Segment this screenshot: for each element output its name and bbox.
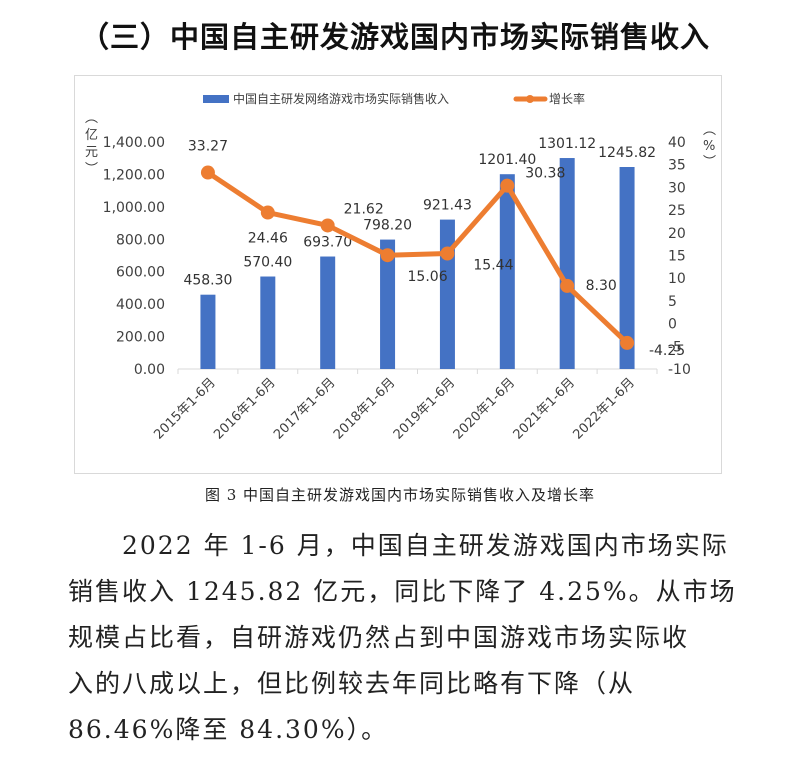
growth-rate-label: 15.44 bbox=[473, 258, 513, 274]
bar-value-label: 1301.12 bbox=[538, 136, 596, 152]
growth-rate-label: 33.27 bbox=[188, 139, 228, 155]
right-axis-tick: 0 bbox=[668, 317, 677, 333]
growth-rate-line bbox=[206, 170, 629, 345]
right-axis-tick: 15 bbox=[668, 249, 686, 265]
left-axis-tick: 1,000.00 bbox=[103, 200, 165, 216]
growth-rate-label: 30.38 bbox=[525, 166, 565, 182]
growth-rate-marker bbox=[560, 278, 575, 293]
left-axis-tick: 200.00 bbox=[116, 330, 165, 346]
left-axis-tick: 800.00 bbox=[116, 232, 165, 248]
growth-rate-marker bbox=[200, 165, 215, 180]
right-axis-tick: -10 bbox=[668, 362, 691, 378]
left-axis-tick: 400.00 bbox=[116, 297, 165, 313]
right-axis-title: % bbox=[703, 139, 715, 154]
growth-rate-label: 24.46 bbox=[248, 231, 288, 247]
legend-bar-label: 中国自主研发网络游戏市场实际销售收入 bbox=[233, 91, 449, 106]
left-axis-tick: 0.00 bbox=[134, 362, 165, 378]
right-axis-title: ︶ bbox=[703, 155, 716, 170]
bar bbox=[559, 158, 575, 369]
right-axis-tick: 25 bbox=[668, 203, 686, 219]
bar bbox=[439, 219, 455, 369]
legend-bar-swatch bbox=[203, 95, 229, 103]
bar bbox=[260, 276, 276, 369]
x-axis-category-label: 2019年1-6月 bbox=[391, 375, 458, 442]
left-axis-title: 亿 bbox=[85, 128, 98, 143]
left-axis-title: ︶ bbox=[85, 162, 98, 177]
bar bbox=[619, 166, 635, 369]
right-axis-tick: -5 bbox=[668, 339, 682, 355]
bar-value-label: 1245.82 bbox=[598, 145, 656, 161]
legend-line-label: 增长率 bbox=[549, 91, 585, 106]
x-axis-category-label: 2022年1-6月 bbox=[570, 375, 637, 442]
right-axis-tick: 40 bbox=[668, 135, 686, 151]
body-paragraph: 2022 年 1-6 月，中国自主研发游戏国内市场实际 销售收入 1245.82 … bbox=[68, 523, 738, 753]
growth-rate-label: 21.62 bbox=[344, 201, 384, 217]
legend-line-marker bbox=[526, 95, 534, 103]
x-axis-category-label: 2016年1-6月 bbox=[211, 375, 278, 442]
bar bbox=[320, 256, 336, 369]
bar bbox=[200, 294, 216, 369]
paragraph-line: 86.46%降至 84.30%）。 bbox=[68, 715, 389, 744]
x-axis-category-label: 2017年1-6月 bbox=[271, 375, 338, 442]
bar-value-label: 921.43 bbox=[423, 198, 472, 214]
growth-rate-marker bbox=[260, 205, 275, 220]
left-axis-title: 元 bbox=[85, 145, 98, 160]
bar bbox=[499, 174, 515, 369]
growth-rate-label: 8.30 bbox=[586, 278, 617, 294]
bar bbox=[380, 239, 396, 369]
growth-rate-marker bbox=[380, 248, 395, 263]
x-axis-category-label: 2018年1-6月 bbox=[331, 375, 398, 442]
right-axis-tick: 20 bbox=[668, 226, 686, 242]
right-axis-tick: 30 bbox=[668, 180, 686, 196]
growth-rate-marker bbox=[500, 178, 515, 193]
left-axis-title: ︵ bbox=[85, 111, 98, 126]
paragraph-line: 规模占比看，自研游戏仍然占到中国游戏市场实际收 bbox=[68, 623, 690, 652]
x-axis-category-label: 2021年1-6月 bbox=[511, 375, 578, 442]
figure-caption: 图 3 中国自主研发游戏国内市场实际销售收入及增长率 bbox=[204, 486, 596, 504]
bar-value-label: 693.70 bbox=[303, 235, 352, 251]
growth-rate-marker bbox=[320, 218, 335, 233]
bar-value-label: 1201.40 bbox=[478, 152, 536, 168]
bar-value-label: 798.20 bbox=[363, 218, 412, 234]
right-axis-tick: 10 bbox=[668, 271, 686, 287]
right-axis-tick: 5 bbox=[668, 294, 677, 310]
bar-value-label: 570.40 bbox=[243, 255, 292, 271]
paragraph-line: 销售收入 1245.82 亿元，同比下降了 4.25%。从市场 bbox=[68, 577, 737, 606]
chart: 中国自主研发网络游戏市场实际销售收入 增长率 ︵ 亿元 ︶ ︵% ︶ 1,400.00 1,20… bbox=[74, 75, 722, 474]
growth-rate-label: -4.25 bbox=[649, 343, 685, 359]
section-heading: （三）中国自主研发游戏国内市场实际销售收入 bbox=[80, 20, 711, 54]
growth-rate-marker bbox=[620, 335, 635, 350]
paragraph-line: 2022 年 1-6 月，中国自主研发游戏国内市场实际 bbox=[68, 531, 729, 560]
bar-value-label: 458.30 bbox=[183, 273, 232, 289]
x-axis-category-label: 2020年1-6月 bbox=[451, 375, 518, 442]
right-axis-title: ︵ bbox=[703, 123, 716, 138]
left-axis-tick: 1,400.00 bbox=[103, 135, 165, 151]
growth-rate-marker bbox=[440, 246, 455, 261]
x-axis-category-label: 2015年1-6月 bbox=[151, 375, 218, 442]
chart-canvas: 中国自主研发网络游戏市场实际销售收入 增长率︵亿元︶︵%︶1,400.001,20… bbox=[85, 91, 716, 443]
right-axis-tick: 35 bbox=[668, 158, 686, 174]
left-axis-tick: 1,200.00 bbox=[103, 167, 165, 183]
growth-rate-label: 15.06 bbox=[408, 269, 448, 285]
left-axis-tick: 600.00 bbox=[116, 265, 165, 281]
paragraph-line: 入的八成以上，但比例较去年同比略有下降（从 bbox=[68, 669, 636, 698]
